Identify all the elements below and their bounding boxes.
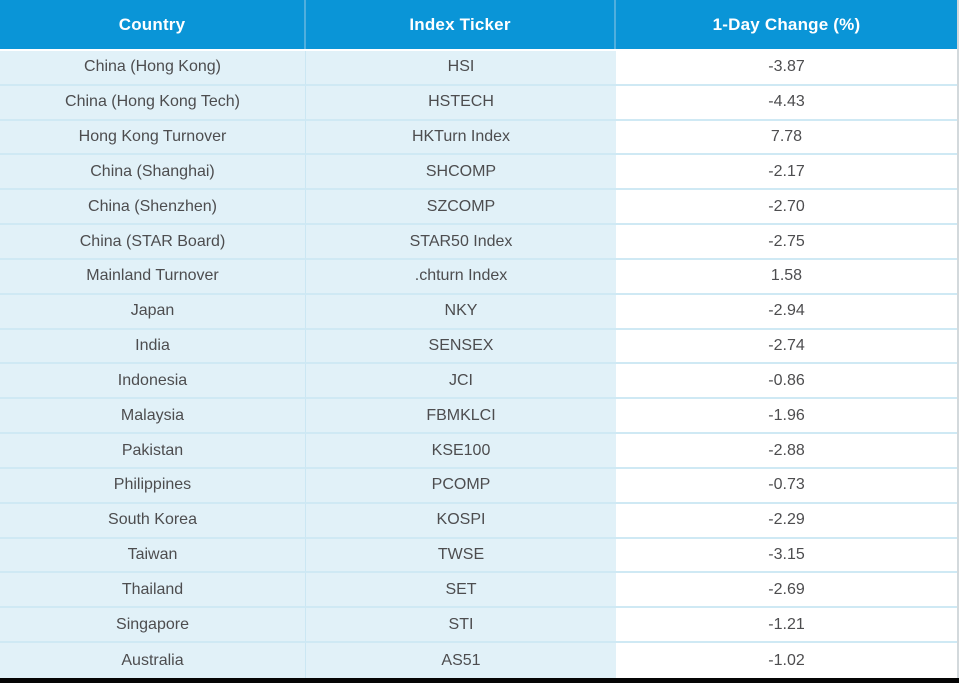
country-cell: India [0,329,306,365]
ticker-cell: HKTurn Index [306,120,616,156]
change-cell: -3.15 [616,538,957,574]
country-cell: Thailand [0,573,306,609]
country-cell: Pakistan [0,434,306,469]
change-cell: -2.88 [616,434,957,469]
change-cell: -4.43 [616,85,957,121]
table-row: China (Hong Kong Tech) HSTECH -4.43 [0,85,957,121]
country-cell: Singapore [0,608,306,644]
table-row: Indonesia JCI -0.86 [0,364,957,400]
column-header-country: Country [0,0,306,49]
change-cell: -2.29 [616,503,957,539]
table-row: Mainland Turnover .chturn Index 1.58 [0,259,957,295]
ticker-cell: HSI [306,51,616,86]
change-cell: -1.21 [616,608,957,644]
change-cell: -3.87 [616,51,957,86]
header-divider [0,49,957,51]
table-row: Thailand SET -2.69 [0,573,957,609]
country-cell: Hong Kong Turnover [0,120,306,156]
ticker-cell: SZCOMP [306,190,616,226]
country-cell: Philippines [0,468,306,504]
change-cell: -1.02 [616,643,957,678]
country-cell: Japan [0,294,306,330]
change-cell: -2.70 [616,190,957,226]
ticker-cell: KSE100 [306,434,616,469]
table-header-row: Country Index Ticker 1-Day Change (%) [0,0,957,49]
table-body: China (Hong Kong) HSI -3.87 China (Hong Kon… [0,51,957,678]
change-cell: -2.17 [616,155,957,191]
table-row: Singapore STI -1.21 [0,608,957,644]
table-row: South Korea KOSPI -2.29 [0,503,957,539]
change-cell: -2.94 [616,294,957,330]
change-cell: -0.86 [616,364,957,400]
ticker-cell: TWSE [306,538,616,574]
ticker-cell: STI [306,608,616,644]
table-row: China (Hong Kong) HSI -3.87 [0,51,957,86]
ticker-cell: NKY [306,294,616,330]
table-row: Malaysia FBMKLCI -1.96 [0,399,957,435]
change-cell: 1.58 [616,259,957,295]
ticker-cell: PCOMP [306,468,616,504]
country-cell: Indonesia [0,364,306,400]
table-row: China (Shenzhen) SZCOMP -2.70 [0,190,957,226]
ticker-cell: AS51 [306,643,616,678]
ticker-cell: SENSEX [306,329,616,365]
table-row: India SENSEX -2.74 [0,329,957,365]
country-cell: China (Shenzhen) [0,190,306,226]
country-cell: China (STAR Board) [0,225,306,260]
change-cell: -2.75 [616,225,957,260]
table-row: Hong Kong Turnover HKTurn Index 7.78 [0,120,957,156]
country-cell: Mainland Turnover [0,259,306,295]
change-cell: -1.96 [616,399,957,435]
change-cell: 7.78 [616,120,957,156]
table-row: Australia AS51 -1.02 [0,643,957,678]
country-cell: China (Shanghai) [0,155,306,191]
column-header-index-ticker: Index Ticker [306,0,616,49]
table-row: Pakistan KSE100 -2.88 [0,434,957,469]
ticker-cell: KOSPI [306,503,616,539]
table-row: Philippines PCOMP -0.73 [0,468,957,504]
country-cell: Taiwan [0,538,306,574]
country-cell: Malaysia [0,399,306,435]
ticker-cell: HSTECH [306,85,616,121]
change-cell: -2.69 [616,573,957,609]
table-row: Japan NKY -2.94 [0,294,957,330]
ticker-cell: SET [306,573,616,609]
change-cell: -2.74 [616,329,957,365]
ticker-cell: .chturn Index [306,259,616,295]
ticker-cell: STAR50 Index [306,225,616,260]
country-cell: China (Hong Kong) [0,51,306,86]
table-row: Taiwan TWSE -3.15 [0,538,957,574]
column-header-1-day-change: 1-Day Change (%) [712,14,861,34]
country-cell: South Korea [0,503,306,539]
ticker-cell: JCI [306,364,616,400]
country-cell: China (Hong Kong Tech) [0,85,306,121]
bottom-bar [0,678,959,683]
change-cell: -0.73 [616,468,957,504]
ticker-cell: SHCOMP [306,155,616,191]
table-row: China (Shanghai) SHCOMP -2.17 [0,155,957,191]
table-row: China (STAR Board) STAR50 Index -2.75 [0,225,957,260]
ticker-cell: FBMKLCI [306,399,616,435]
country-cell: Australia [0,643,306,678]
